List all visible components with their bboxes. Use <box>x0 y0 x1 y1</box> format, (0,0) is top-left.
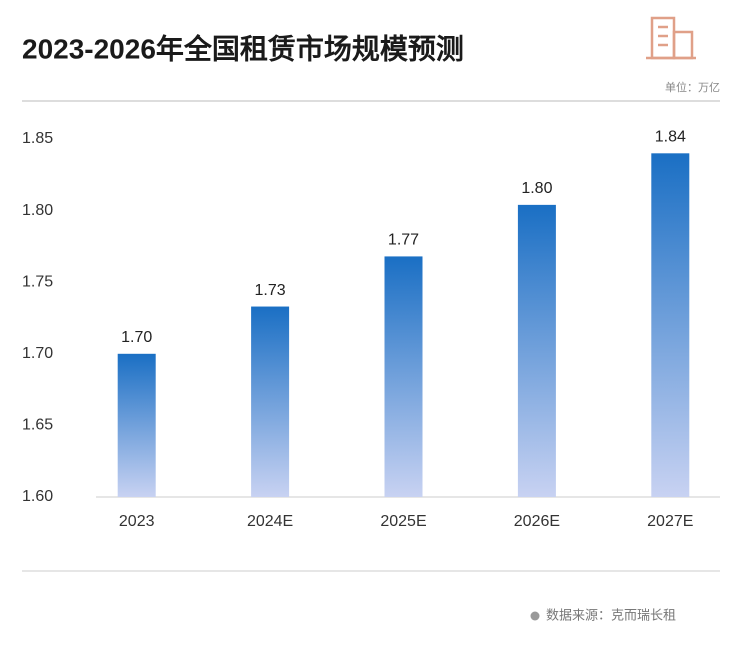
value-label: 1.73 <box>255 282 286 299</box>
x-tick-label: 2025E <box>380 513 426 530</box>
bar <box>117 353 156 497</box>
y-tick-label: 1.60 <box>22 488 53 505</box>
x-tick-label: 2024E <box>247 513 293 530</box>
value-label: 1.80 <box>521 180 552 197</box>
x-tick-label: 2026E <box>514 513 560 530</box>
y-tick-label: 1.85 <box>22 130 53 147</box>
bar <box>517 204 556 497</box>
y-tick-label: 1.80 <box>22 202 53 219</box>
x-tick-label: 2023 <box>119 513 155 530</box>
bar <box>384 256 423 497</box>
bar <box>651 153 690 497</box>
value-label: 1.77 <box>388 232 419 249</box>
x-tick-label: 2027E <box>647 513 693 530</box>
chart-title: 2023-2026年全国租赁市场规模预测 <box>22 32 464 64</box>
value-label: 1.84 <box>655 129 686 146</box>
y-tick-label: 1.65 <box>22 417 53 434</box>
bar <box>251 306 290 497</box>
source-label: 数据来源：克而瑞长租 <box>546 607 676 622</box>
y-tick-label: 1.70 <box>22 345 53 362</box>
y-tick-label: 1.75 <box>22 273 53 290</box>
source-dot <box>530 611 540 621</box>
unit-label: 单位：万亿 <box>665 80 720 94</box>
building-icon <box>646 16 696 60</box>
value-label: 1.70 <box>121 329 152 346</box>
